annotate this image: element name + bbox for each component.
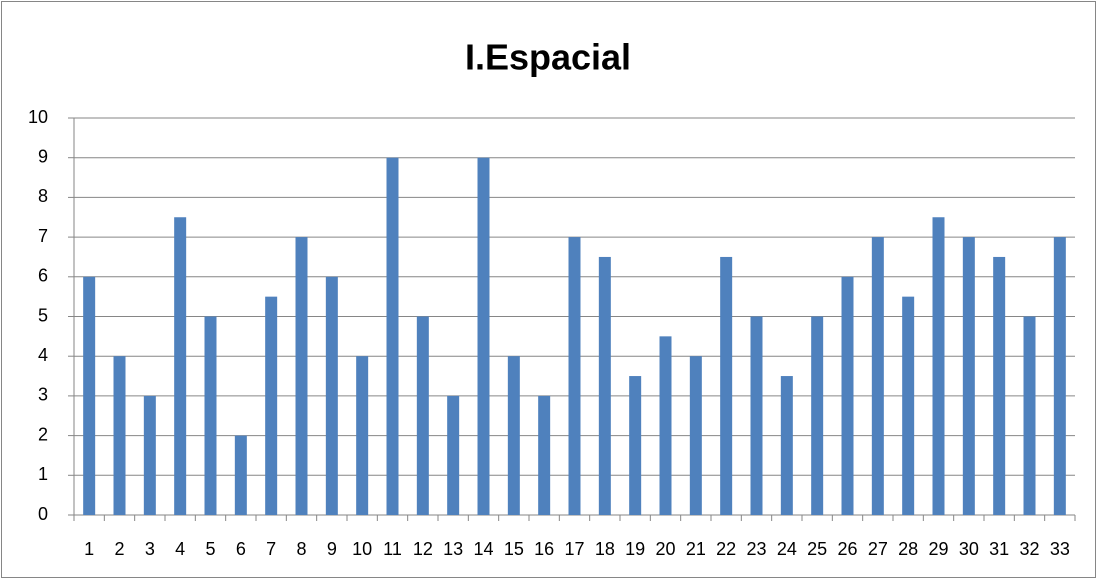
x-tick-label: 8 — [296, 539, 306, 559]
x-tick-label: 17 — [564, 539, 584, 559]
y-tick-label: 1 — [38, 464, 48, 484]
bar — [416, 316, 429, 515]
bar — [113, 356, 126, 515]
bar — [689, 356, 702, 515]
x-tick-label: 7 — [266, 539, 276, 559]
y-tick-label: 3 — [38, 385, 48, 405]
bar — [356, 356, 369, 515]
bar — [568, 237, 581, 515]
y-tick-label: 7 — [38, 226, 48, 246]
bar — [902, 296, 915, 515]
bar — [720, 256, 733, 515]
x-tick-label: 12 — [413, 539, 433, 559]
x-tick-label: 16 — [534, 539, 554, 559]
bar — [265, 296, 278, 515]
x-tick-label: 20 — [655, 539, 675, 559]
bar — [1023, 316, 1036, 515]
bar — [234, 435, 247, 515]
y-tick-label: 8 — [38, 186, 48, 206]
y-tick-label: 10 — [28, 107, 48, 127]
x-tick-label: 11 — [383, 539, 402, 559]
x-tick-label: 10 — [352, 539, 372, 559]
x-tick-label: 5 — [205, 539, 215, 559]
bar — [780, 376, 793, 515]
bar — [386, 157, 399, 515]
x-tick-label: 14 — [473, 539, 493, 559]
bar — [507, 356, 520, 515]
x-tick-label: 22 — [716, 539, 736, 559]
y-tick-label: 6 — [38, 266, 48, 286]
bar — [477, 157, 490, 515]
x-tick-label: 28 — [898, 539, 918, 559]
bar — [871, 237, 884, 515]
y-tick-label: 5 — [38, 305, 48, 325]
x-tick-label: 29 — [928, 539, 948, 559]
x-tick-label: 25 — [807, 539, 827, 559]
bar — [962, 237, 975, 515]
x-tick-label: 3 — [145, 539, 155, 559]
x-tick-label: 21 — [686, 539, 706, 559]
y-tick-label: 4 — [38, 345, 48, 365]
x-tick-label: 2 — [114, 539, 124, 559]
y-tick-label: 2 — [38, 424, 48, 444]
x-tick-label: 27 — [868, 539, 888, 559]
bar — [750, 316, 763, 515]
x-tick-label: 23 — [746, 539, 766, 559]
bar — [841, 276, 854, 515]
bar — [811, 316, 824, 515]
x-tick-label: 26 — [837, 539, 857, 559]
bar — [659, 336, 672, 515]
x-tick-label: 18 — [595, 539, 615, 559]
x-tick-label: 6 — [236, 539, 246, 559]
x-tick-label: 4 — [175, 539, 185, 559]
x-tick-label: 31 — [989, 539, 1009, 559]
x-tick-label: 33 — [1050, 539, 1070, 559]
y-tick-label: 0 — [38, 504, 48, 524]
x-tick-label: 15 — [504, 539, 524, 559]
bar — [204, 316, 217, 515]
bar — [295, 237, 308, 515]
bar — [1053, 237, 1066, 515]
bar — [83, 276, 96, 515]
chart-title: I.Espacial — [465, 37, 631, 78]
x-tick-label: 24 — [777, 539, 797, 559]
bar — [598, 256, 611, 515]
bar — [447, 395, 460, 515]
bar — [629, 376, 642, 515]
x-tick-label: 13 — [443, 539, 463, 559]
y-tick-label: 9 — [38, 146, 48, 166]
x-tick-label: 1 — [84, 539, 94, 559]
bar — [174, 217, 187, 515]
x-tick-label: 30 — [959, 539, 979, 559]
x-tick-label: 32 — [1019, 539, 1039, 559]
x-tick-label: 9 — [327, 539, 337, 559]
x-tick-label: 19 — [625, 539, 645, 559]
bar — [325, 276, 338, 515]
bar — [932, 217, 945, 515]
bar — [143, 395, 156, 515]
bar — [538, 395, 551, 515]
bar — [993, 256, 1006, 515]
